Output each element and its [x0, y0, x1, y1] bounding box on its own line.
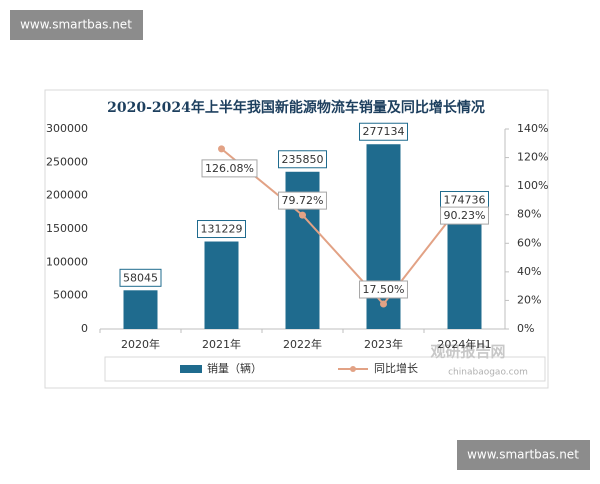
x-tick-label: 2024年H1 [437, 337, 491, 351]
y2-tick-label: 60% [517, 236, 541, 249]
bar-value-label: 277134 [363, 125, 405, 138]
logo-name: 观研报告网 [430, 343, 505, 361]
y-tick-label: 50000 [53, 289, 88, 302]
bar [204, 241, 239, 329]
line-point [380, 300, 387, 308]
line-value-label-box [359, 280, 408, 299]
watermark-box [457, 440, 590, 470]
legend-swatch [350, 366, 356, 372]
legend-swatch [180, 365, 202, 373]
line-point [218, 145, 225, 153]
line-value-label: 90.23% [444, 209, 486, 222]
logo-url: chinabaogao.com [448, 368, 528, 378]
x-tick-label: 2021年 [202, 337, 241, 351]
y-tick-label: 300000 [46, 122, 88, 135]
legend-label: 同比增长 [374, 361, 418, 375]
y2-tick-label: 80% [517, 208, 541, 221]
line-value-label: 17.50% [363, 283, 405, 296]
y-tick-label: 200000 [46, 189, 88, 202]
y-tick-label: 0 [81, 322, 88, 335]
x-tick-label: 2023年 [364, 337, 403, 351]
line-value-label: 79.72% [282, 194, 324, 207]
watermark: www.smartbas.net [20, 18, 132, 32]
x-tick-label: 2022年 [283, 337, 322, 351]
line-value-label-box [278, 191, 327, 210]
y2-tick-label: 0% [517, 322, 534, 335]
bar-value-label-box [278, 150, 327, 169]
x-tick-label: 2020年 [121, 337, 160, 351]
y2-tick-label: 140% [517, 122, 548, 135]
bar-value-label: 131229 [201, 223, 243, 236]
bar [123, 290, 158, 329]
bar-value-label-box [197, 220, 246, 239]
y2-tick-label: 100% [517, 179, 548, 192]
bar-value-label: 58045 [123, 271, 158, 284]
line-value-label: 126.08% [205, 162, 254, 175]
legend-label: 销量（辆） [207, 361, 262, 375]
y-tick-label: 250000 [46, 155, 88, 168]
line-value-label-box [201, 159, 258, 178]
bar-value-label: 235850 [282, 153, 324, 166]
bar-value-label-box [359, 122, 408, 141]
chart-title: 2020-2024年上半年我国新能源物流车销量及同比增长情况 [107, 99, 485, 116]
y2-tick-label: 120% [517, 151, 548, 164]
line-point [299, 211, 306, 219]
line [220, 148, 466, 306]
y-tick-label: 150000 [46, 222, 88, 235]
y-tick-label: 100000 [46, 255, 88, 268]
watermark: www.smartbas.net [467, 448, 579, 462]
y2-tick-label: 40% [517, 265, 541, 278]
bar [447, 212, 482, 329]
line-value-label-box [440, 206, 489, 225]
bar-value-label-box [119, 268, 162, 287]
watermark-box [10, 10, 143, 40]
legend-box [104, 356, 546, 382]
bar-value-label: 174736 [444, 194, 486, 207]
y2-tick-label: 20% [517, 293, 541, 306]
